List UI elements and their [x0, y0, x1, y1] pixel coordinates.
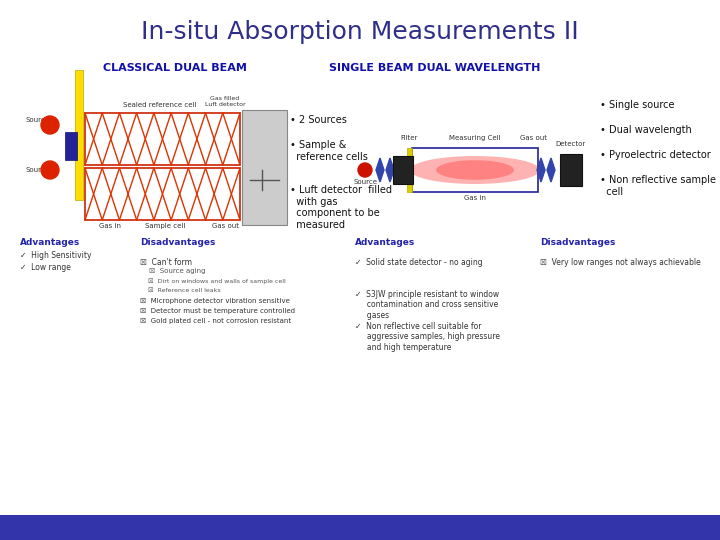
- Text: Disadvantages: Disadvantages: [540, 238, 616, 247]
- Bar: [85, 113, 240, 165]
- Text: Gas out: Gas out: [520, 135, 547, 141]
- Text: Introduction to Measurement Techniques in Environmental Physics, A. Richter, Sum: Introduction to Measurement Techniques i…: [8, 521, 590, 534]
- Polygon shape: [404, 158, 412, 182]
- Text: ☒  Detector must be temperature controlled: ☒ Detector must be temperature controlle…: [140, 308, 295, 314]
- Text: Filter: Filter: [400, 135, 418, 141]
- Text: 9: 9: [704, 521, 712, 534]
- Text: • Sample &
  reference cells: • Sample & reference cells: [290, 140, 368, 161]
- Bar: [345, 50, 710, 510]
- Text: Sealed reference cell: Sealed reference cell: [123, 102, 197, 108]
- Text: • Pyroelectric detector: • Pyroelectric detector: [600, 150, 711, 160]
- Bar: [10, 50, 340, 510]
- Text: SINGLE BEAM DUAL WAVELENGTH: SINGLE BEAM DUAL WAVELENGTH: [329, 63, 541, 73]
- Text: ☒  Source aging: ☒ Source aging: [140, 268, 205, 274]
- Text: • Non reflective sample
  cell: • Non reflective sample cell: [600, 175, 716, 197]
- Text: ✓  Non reflective cell suitable for
     aggressive samples, high pressure
     : ✓ Non reflective cell suitable for aggre…: [355, 322, 500, 352]
- Circle shape: [358, 163, 372, 177]
- Ellipse shape: [436, 160, 514, 180]
- Circle shape: [41, 116, 59, 134]
- Polygon shape: [537, 158, 545, 182]
- Text: ☒  Very low ranges not always achievable: ☒ Very low ranges not always achievable: [540, 258, 701, 267]
- Circle shape: [41, 161, 59, 179]
- Polygon shape: [395, 158, 403, 182]
- Polygon shape: [386, 158, 394, 182]
- Bar: [75, 70, 83, 200]
- Text: Source: Source: [353, 179, 377, 185]
- Text: Source: Source: [26, 167, 50, 173]
- Text: Sample cell: Sample cell: [145, 223, 185, 229]
- Text: • Dual wavelength: • Dual wavelength: [600, 125, 692, 135]
- Text: ✓  Low range: ✓ Low range: [20, 263, 71, 272]
- Text: ☒  Gold plated cell - not corrosion resistant: ☒ Gold plated cell - not corrosion resis…: [140, 318, 291, 324]
- Bar: [85, 168, 240, 220]
- Text: • Luft detector  filled
  with gas
  component to be
  measured: • Luft detector filled with gas componen…: [290, 185, 392, 230]
- Text: Disadvantages: Disadvantages: [140, 238, 215, 247]
- Polygon shape: [547, 158, 555, 182]
- Text: ✓  Solid state detector - no aging: ✓ Solid state detector - no aging: [355, 258, 482, 267]
- Text: ✓  S3JW principle resistant to window
     contamination and cross sensitive
   : ✓ S3JW principle resistant to window con…: [355, 290, 499, 320]
- Text: • 2 Sources: • 2 Sources: [290, 115, 347, 125]
- Text: Source: Source: [26, 117, 50, 123]
- Bar: [242, 110, 287, 225]
- Text: Advantages: Advantages: [355, 238, 415, 247]
- Text: Gas in: Gas in: [464, 195, 486, 201]
- Text: ☒  Reference cell leaks: ☒ Reference cell leaks: [140, 288, 220, 293]
- Text: Gas filled
Luft detector: Gas filled Luft detector: [204, 96, 246, 107]
- Text: • Single source: • Single source: [600, 100, 675, 110]
- Bar: [0, 515, 720, 540]
- Bar: [407, 148, 412, 192]
- Ellipse shape: [410, 156, 540, 184]
- Text: ☒  Dirt on windows and walls of sample cell: ☒ Dirt on windows and walls of sample ce…: [140, 278, 286, 284]
- Text: Advantages: Advantages: [20, 238, 80, 247]
- Bar: [393, 156, 413, 184]
- Text: CLASSICAL DUAL BEAM: CLASSICAL DUAL BEAM: [103, 63, 247, 73]
- Text: Gas in: Gas in: [99, 223, 121, 229]
- Bar: [65, 132, 77, 160]
- Text: Measuring Cell: Measuring Cell: [449, 135, 501, 141]
- Text: ✓  High Sensitivity: ✓ High Sensitivity: [20, 251, 91, 260]
- Bar: [412, 148, 538, 192]
- Polygon shape: [376, 158, 384, 182]
- Text: Detector: Detector: [556, 141, 586, 147]
- Text: ☒  Can't form: ☒ Can't form: [140, 258, 192, 267]
- Text: In-situ Absorption Measurements II: In-situ Absorption Measurements II: [141, 20, 579, 44]
- Bar: [560, 154, 582, 186]
- Text: Gas out: Gas out: [212, 223, 238, 229]
- Text: ☒  Microphone detector vibration sensitive: ☒ Microphone detector vibration sensitiv…: [140, 298, 290, 304]
